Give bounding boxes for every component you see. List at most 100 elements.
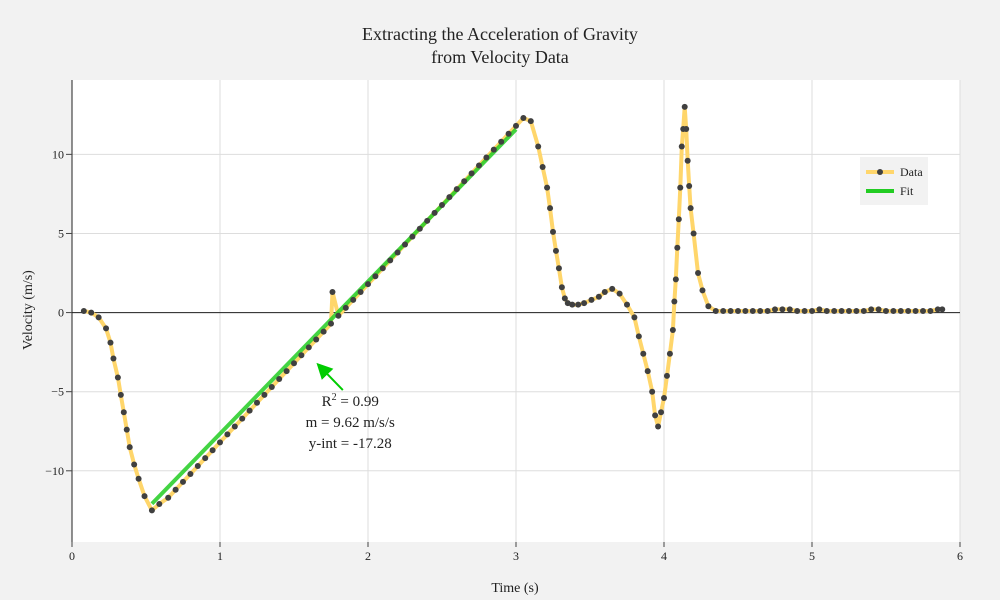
data-point — [663, 372, 670, 379]
data-point — [231, 423, 238, 430]
fit-annotation: R2 = 0.99 m = 9.62 m/s/s y-int = -17.28 — [306, 362, 395, 452]
legend-fit-label: Fit — [900, 184, 914, 198]
data-point — [217, 439, 223, 446]
data-point — [120, 409, 127, 416]
data-point — [561, 295, 568, 302]
data-point — [601, 289, 608, 296]
data-point — [846, 308, 852, 314]
data-point — [757, 308, 764, 314]
data-point — [172, 486, 179, 493]
data-point — [141, 493, 148, 500]
data-point — [165, 494, 172, 501]
data-point — [712, 308, 719, 314]
data-point — [298, 352, 305, 359]
chart-title-line2: from Velocity Data — [431, 47, 569, 67]
data-point — [402, 241, 408, 248]
data-point — [669, 326, 676, 333]
data-point — [671, 298, 678, 305]
data-point — [135, 475, 142, 482]
data-point — [305, 344, 312, 351]
data-point — [180, 478, 186, 485]
data-point — [539, 164, 546, 171]
data-point — [875, 306, 882, 313]
data-point — [779, 306, 786, 313]
data-point — [379, 265, 386, 272]
data-point — [80, 308, 87, 314]
data-point — [453, 186, 460, 193]
data-point — [476, 162, 482, 169]
data-point — [801, 308, 808, 314]
legend-data-label: Data — [900, 165, 923, 179]
data-point — [609, 285, 616, 292]
data-point — [742, 308, 749, 314]
data-point — [446, 194, 453, 201]
data-point — [335, 312, 342, 319]
data-point — [555, 265, 562, 272]
data-point — [126, 444, 133, 451]
y-axis-label: Velocity (m/s) — [21, 270, 36, 350]
data-point — [276, 376, 283, 383]
data-point — [202, 455, 209, 462]
data-point — [720, 308, 727, 314]
data-point — [483, 154, 490, 161]
data-point — [853, 308, 860, 314]
data-point — [672, 276, 679, 283]
data-point — [187, 470, 194, 477]
data-point — [686, 183, 693, 190]
data-point — [416, 225, 423, 232]
data-point — [683, 126, 690, 133]
data-point — [897, 308, 904, 314]
data-point — [224, 431, 231, 438]
data-point — [699, 287, 706, 294]
data-point — [644, 368, 651, 375]
data-point — [677, 184, 684, 191]
data-point — [912, 308, 919, 314]
data-point — [88, 309, 95, 316]
data-point — [550, 228, 556, 235]
data-point — [547, 205, 554, 212]
data-point — [666, 350, 673, 357]
data-point — [424, 217, 431, 224]
data-point — [681, 103, 688, 110]
data-point — [727, 308, 734, 314]
data-point — [372, 273, 379, 280]
data-point — [490, 146, 497, 153]
data-point — [148, 507, 155, 514]
data-point — [527, 118, 534, 125]
data-point — [595, 293, 602, 300]
data-point — [552, 247, 559, 254]
annotation-slope: m = 9.62 m/s/s — [306, 415, 395, 431]
data-point — [794, 308, 801, 314]
data-point — [687, 205, 694, 212]
data-point — [283, 368, 290, 375]
data-point — [461, 178, 468, 185]
data-point — [320, 328, 327, 335]
data-point — [254, 399, 260, 406]
data-point — [939, 306, 946, 313]
data-point — [883, 308, 889, 314]
data-markers — [80, 103, 946, 514]
grid-lines — [71, 80, 961, 542]
data-point — [350, 296, 357, 303]
legend-box — [860, 157, 928, 205]
x-tick-label: 6 — [957, 549, 963, 563]
data-point — [684, 157, 691, 164]
data-point — [513, 122, 519, 129]
data-point — [635, 333, 642, 340]
data-point — [655, 423, 662, 430]
data-point — [674, 244, 681, 251]
data-point — [328, 320, 334, 327]
data-point — [631, 314, 638, 321]
data-point — [927, 308, 934, 314]
y-tick-label: 10 — [52, 147, 64, 161]
data-point — [809, 308, 815, 314]
data-point — [156, 501, 163, 508]
data-point — [387, 257, 394, 264]
data-point — [705, 303, 712, 310]
data-point — [103, 325, 110, 332]
data-point — [342, 304, 349, 311]
data-point — [394, 249, 401, 256]
data-point — [690, 230, 697, 237]
data-point — [544, 184, 551, 191]
